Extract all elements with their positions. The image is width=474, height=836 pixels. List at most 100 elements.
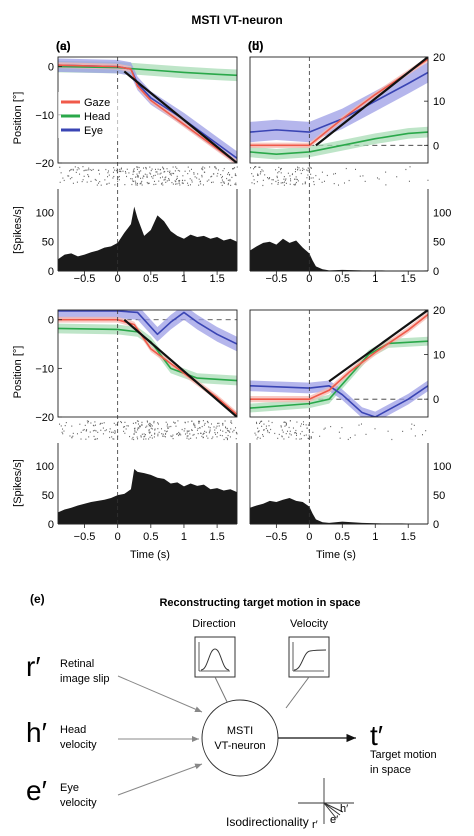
spike-tick: [265, 427, 267, 430]
spike-tick: [198, 420, 200, 422]
spike-tick: [209, 166, 211, 168]
spike-tick: [146, 176, 148, 178]
spike-tick: [289, 433, 291, 435]
spike-tick: [176, 433, 178, 435]
position-plot: [250, 57, 428, 160]
spike-tick: [414, 435, 416, 437]
firing-rate-area: [250, 238, 428, 271]
spike-tick: [292, 173, 294, 175]
spike-tick: [364, 180, 366, 183]
spike-tick: [405, 168, 407, 171]
spike-tick: [193, 424, 195, 426]
input-symbol-h: h′: [26, 717, 47, 748]
spike-tick: [408, 180, 410, 182]
input-h-text-line2: velocity: [60, 739, 97, 751]
spike-tick: [138, 427, 140, 429]
spike-tick: [114, 169, 116, 171]
spike-tick: [122, 426, 124, 428]
time-axis-label-right: Time (s): [316, 549, 356, 561]
x-tick-label: 0.5: [335, 273, 350, 285]
input-e-text-line2: velocity: [60, 797, 97, 809]
spike-tick: [197, 173, 199, 175]
input-r-text-line1: Retinal: [60, 658, 94, 670]
spike-tick: [162, 435, 164, 437]
spike-tick: [284, 421, 286, 423]
spike-tick: [165, 181, 167, 183]
spike-tick: [120, 167, 122, 169]
spike-tick: [206, 435, 208, 437]
spike-tick: [100, 184, 102, 186]
spike-tick: [153, 420, 155, 423]
spike-tick: [265, 425, 267, 427]
spike-tick: [290, 180, 292, 182]
spike-tick: [94, 429, 96, 432]
spike-tick: [59, 423, 61, 425]
spike-tick: [187, 173, 189, 175]
spike-tick: [170, 425, 172, 428]
spike-tick: [262, 434, 264, 436]
spike-tick: [157, 433, 159, 435]
spike-tick: [210, 176, 212, 178]
spike-tick: [256, 438, 258, 440]
spike-tick: [261, 169, 263, 171]
spike-tick: [207, 421, 209, 424]
spike-tick: [193, 422, 195, 425]
spike-tick: [283, 178, 285, 180]
spike-tick: [72, 182, 74, 184]
rate-axis-label-top: [Spikes/s]: [12, 206, 24, 254]
spike-tick: [235, 174, 237, 177]
spike-tick: [191, 420, 193, 422]
spike-tick: [226, 177, 228, 180]
spike-tick: [88, 167, 90, 169]
spike-tick: [181, 179, 183, 182]
spike-tick: [140, 435, 142, 437]
spike-tick: [137, 175, 139, 177]
spike-tick: [253, 183, 255, 185]
spike-tick: [184, 433, 186, 435]
spike-tick: [98, 182, 100, 184]
spike-tick: [151, 176, 153, 178]
spike-tick: [151, 437, 153, 439]
spike-tick: [198, 178, 200, 180]
spike-tick: [114, 431, 116, 433]
spike-tick: [174, 422, 176, 424]
spike-tick: [143, 433, 145, 435]
spike-tick: [114, 184, 116, 186]
spike-tick: [300, 172, 302, 175]
spike-tick: [105, 168, 107, 171]
spike-tick: [304, 183, 306, 185]
spike-tick: [178, 181, 180, 183]
spike-tick: [234, 183, 236, 185]
spike-tick: [421, 434, 423, 436]
x-tick-label: −0.5: [266, 273, 288, 285]
spike-tick: [95, 438, 97, 440]
spike-tick: [109, 431, 111, 433]
spike-tick: [221, 175, 223, 178]
spike-tick: [67, 175, 69, 177]
spike-tick: [201, 176, 203, 178]
input-r-text-line2: image slip: [60, 673, 110, 685]
spike-tick: [87, 420, 89, 423]
spike-tick: [167, 427, 169, 429]
spike-tick: [411, 423, 413, 425]
spike-tick: [391, 438, 393, 441]
x-tick-label: 0: [306, 273, 312, 285]
spike-tick: [145, 168, 147, 170]
spike-tick: [149, 424, 151, 427]
spike-tick: [307, 167, 309, 169]
spike-tick: [289, 420, 291, 422]
spike-tick: [258, 430, 260, 432]
spike-tick: [257, 430, 259, 433]
spike-tick: [290, 178, 292, 180]
spike-tick: [201, 174, 203, 177]
spike-tick: [319, 435, 321, 437]
spike-tick: [222, 424, 224, 426]
head-sem-band: [250, 126, 428, 160]
spike-tick: [268, 431, 270, 434]
spike-tick: [324, 427, 326, 429]
spike-tick: [126, 168, 128, 170]
spike-tick: [228, 174, 230, 176]
spike-tick: [286, 430, 288, 432]
